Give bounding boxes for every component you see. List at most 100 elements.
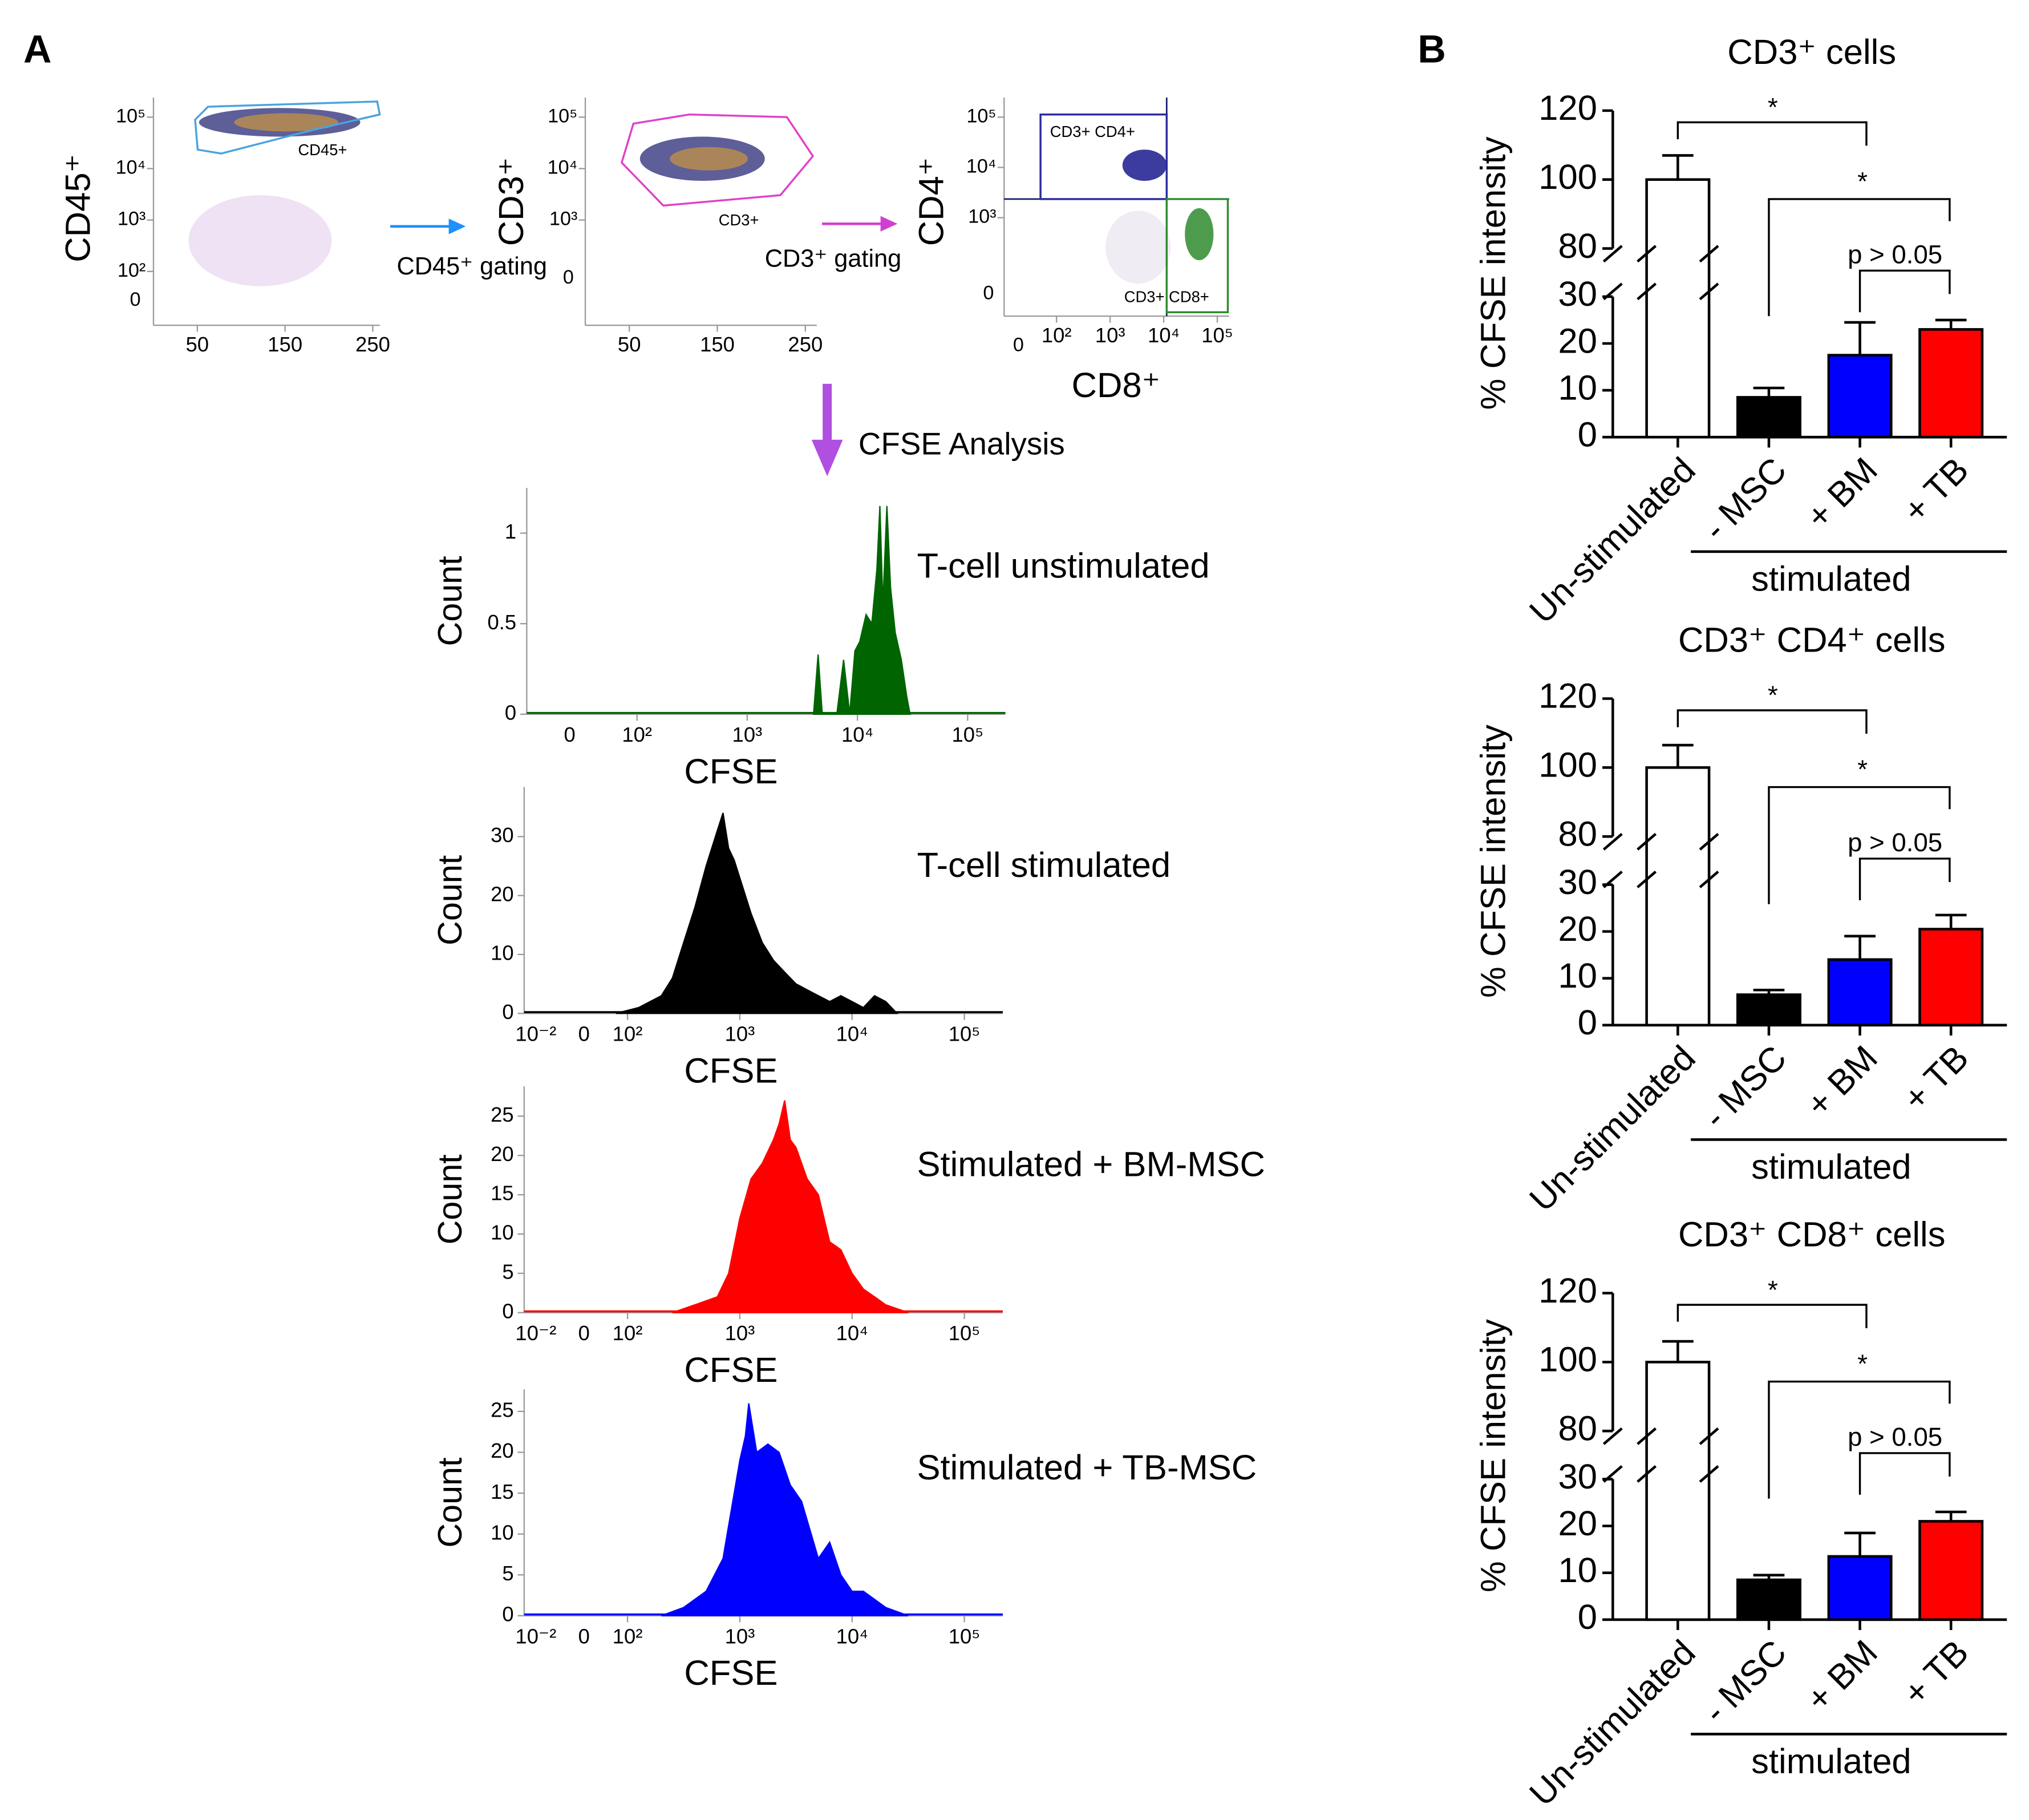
y-axis-label: % CFSE intensity (1473, 1319, 1513, 1592)
bar (1736, 1578, 1801, 1621)
y-tick-label: 10⁴ (548, 157, 578, 179)
x-tick-label: 10³ (725, 1321, 755, 1345)
x-tick-label: 10⁻² (515, 1624, 556, 1648)
break-mark (1699, 871, 1719, 888)
y-axis-label: CD4⁺ (912, 157, 951, 246)
x-tick-label: 0 (578, 1321, 590, 1345)
x-tick-label: 10³ (732, 723, 763, 746)
x-tick-label: 50 (186, 333, 209, 356)
bar (1918, 328, 1984, 439)
y-tick-label: 20 (1558, 321, 1597, 361)
significance-label: * (1857, 755, 1868, 784)
significance-label: * (1857, 1349, 1868, 1378)
x-tick-label: 10⁴ (841, 723, 873, 746)
break-mark (1602, 245, 1623, 263)
bar (1645, 1361, 1711, 1621)
y-axis-label: % CFSE intensity (1473, 136, 1513, 410)
group-label: stimulated (1751, 1147, 1911, 1187)
arrowhead (811, 439, 843, 476)
y-tick-label: 10 (491, 1520, 514, 1544)
y-tick-label: 10³ (118, 208, 145, 230)
y-tick-label: 10⁵ (116, 105, 145, 127)
significance-label: * (1768, 1275, 1778, 1304)
event-cloud (1122, 149, 1167, 181)
break-mark (1699, 282, 1719, 301)
x-tick-label: - MSC (1696, 1038, 1794, 1137)
event-cloud (1185, 208, 1214, 261)
x-axis-label: CD8⁺ (1072, 366, 1161, 405)
y-tick-label: 25 (491, 1103, 514, 1126)
y-tick-label: 20 (491, 1142, 514, 1166)
y-tick-label: 0 (502, 1000, 513, 1024)
arrowhead (448, 219, 466, 234)
y-axis-label: Count (431, 1457, 469, 1548)
x-tick-label: 10⁵ (949, 1022, 981, 1046)
x-tick-label: 250 (355, 333, 390, 356)
break-mark (1602, 282, 1623, 301)
break-mark (1637, 245, 1657, 263)
y-tick-label: 10² (118, 260, 145, 281)
gate-label: CD45+ (298, 141, 347, 159)
x-tick-label: 10² (613, 1624, 643, 1648)
y-tick-label: 30 (491, 823, 514, 847)
y-tick-label: 25 (491, 1398, 514, 1422)
y-tick-label: 0 (502, 1603, 513, 1626)
y-tick-label: 30 (1558, 863, 1597, 902)
y-tick-label: 15 (491, 1480, 514, 1503)
group-label: stimulated (1751, 560, 1911, 599)
y-tick-label: 0 (130, 289, 141, 310)
significance-bracket (1676, 121, 1868, 146)
y-tick-label: 30 (1558, 1457, 1597, 1497)
y-axis-label: CD3⁺ (492, 157, 531, 246)
x-tick-label: 10⁵ (949, 1321, 981, 1345)
gate (1039, 113, 1168, 200)
significance-bracket (1768, 198, 1951, 317)
y-tick-label: 10 (1558, 956, 1597, 996)
x-tick-label: - MSC (1696, 1633, 1794, 1731)
event-cloud (670, 147, 748, 171)
y-tick-label: 120 (1538, 88, 1597, 128)
break-mark (1699, 245, 1719, 263)
bar (1827, 958, 1893, 1027)
significance-label: * (1857, 167, 1868, 196)
chart-title: Stimulated + BM-MSC (917, 1145, 1265, 1184)
y-tick-label: 30 (1558, 274, 1597, 314)
arrowhead (880, 216, 898, 232)
x-tick-label: 10⁵ (949, 1624, 981, 1648)
x-tick-label: 10⁻² (515, 1321, 556, 1345)
y-tick-label: 1 (505, 520, 516, 543)
event-cloud (1105, 211, 1171, 284)
significance-bracket (1768, 786, 1951, 904)
gate-label: CD3+ CD8+ (1124, 288, 1209, 305)
y-tick-label: 120 (1538, 677, 1597, 716)
x-tick-label: Un-stimulated (1522, 450, 1703, 631)
y-axis-label: CD45⁺ (59, 154, 98, 262)
x-tick-label: 0 (564, 723, 576, 746)
x-tick-label: Un-stimulated (1522, 1038, 1703, 1219)
histogram-area (672, 1100, 909, 1313)
x-tick-label: 10⁴ (1148, 323, 1180, 347)
group-label: stimulated (1751, 1742, 1911, 1781)
y-tick-label: 80 (1558, 227, 1597, 266)
y-tick-label: 80 (1558, 814, 1597, 854)
x-tick-label: 10⁴ (836, 1624, 868, 1648)
break-mark (1602, 1427, 1623, 1445)
gate-label: CD3+ (719, 211, 759, 229)
significance-label: * (1768, 681, 1778, 710)
y-tick-label: 0 (563, 266, 574, 288)
significance-label: p > 0.05 (1848, 1422, 1942, 1451)
significance-bracket (1768, 1380, 1951, 1499)
histogram-area (615, 812, 899, 1014)
break-mark (1637, 832, 1657, 851)
x-tick-label: 10⁻² (515, 1022, 556, 1046)
x-tick-label: + BM (1799, 1633, 1885, 1720)
significance-label: * (1768, 93, 1778, 122)
bar (1645, 766, 1711, 1027)
y-tick-label: 80 (1558, 1409, 1597, 1448)
y-tick-label: 10⁴ (966, 155, 997, 177)
arrow-label: CFSE Analysis (858, 426, 1065, 462)
y-tick-label: 10 (1558, 1551, 1597, 1590)
x-axis-label: CFSE (684, 1051, 777, 1090)
x-tick-label: + TB (1896, 450, 1976, 531)
x-tick-label: 10³ (725, 1022, 755, 1046)
